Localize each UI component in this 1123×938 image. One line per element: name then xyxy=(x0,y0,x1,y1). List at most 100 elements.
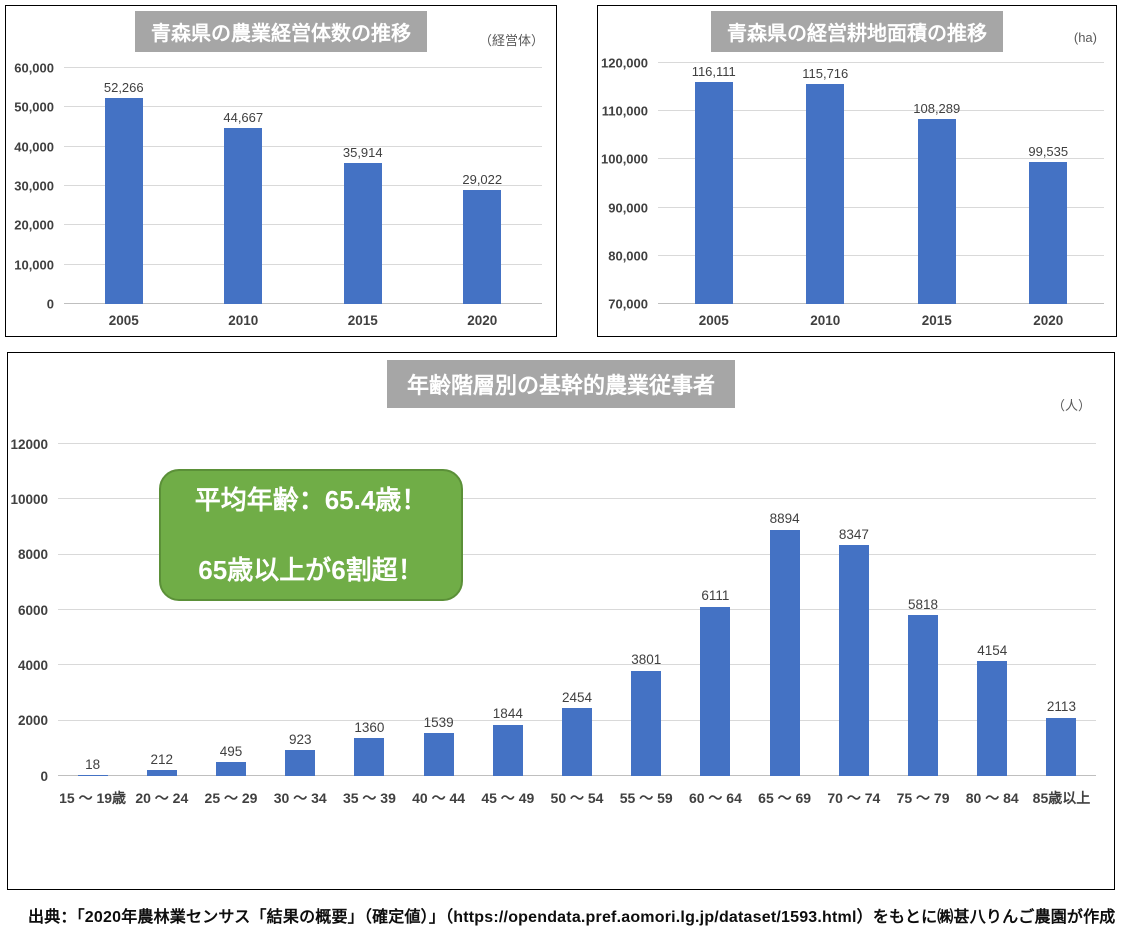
bar-slot: 115,716 xyxy=(770,63,882,304)
y-tick-label: 30,000 xyxy=(14,178,54,194)
bar-slot: 5818 xyxy=(888,444,957,776)
unit-label: （経営体） xyxy=(478,33,544,48)
bar xyxy=(104,98,143,304)
bar-value-label: 495 xyxy=(219,743,243,759)
bar-slot: 1539 xyxy=(404,444,473,776)
gridline xyxy=(64,224,542,226)
gridline xyxy=(58,664,1096,666)
gridline xyxy=(58,498,1096,500)
x-category-label: 25 〜 29 xyxy=(204,790,258,807)
y-tick-label: 4000 xyxy=(17,657,48,673)
plot-area: 0 2000 4000 6000 8000 10000 12000 18 212 495 923 13… xyxy=(10,437,1096,782)
x-category-label: 75 〜 79 xyxy=(896,790,950,807)
chart-panel-cultivated-area: 青森県の経営耕地面積の推移 (ha) 70,000 80,000 90,000 100… xyxy=(597,5,1117,337)
y-tick-label: 70,000 xyxy=(608,296,648,312)
x-category-label: 2015 xyxy=(347,312,378,328)
x-category-label: 2020 xyxy=(1033,312,1064,328)
average-age-callout: 平均年齢：65.4歳！ 65歳以上が6割超！ xyxy=(159,469,463,601)
bars: 116,111 115,716 108,289 99,535 xyxy=(658,63,1104,304)
x-axis-line xyxy=(658,303,1104,304)
bar-value-label: 44,667 xyxy=(223,110,264,126)
x-category-label: 2005 xyxy=(108,312,139,328)
x-category-label: 2020 xyxy=(467,312,498,328)
y-tick-label: 80,000 xyxy=(608,248,648,264)
gridline xyxy=(658,62,1104,63)
bar-slot: 29,022 xyxy=(423,68,543,304)
x-category-label: 55 〜 59 xyxy=(619,790,673,807)
y-tick-label: 60,000 xyxy=(14,60,54,76)
x-category-label: 60 〜 64 xyxy=(688,790,742,807)
y-tick-label: 8000 xyxy=(17,546,48,562)
bar-slot: 35,914 xyxy=(303,68,423,304)
gridline xyxy=(658,206,1104,208)
bar-slot: 6111 xyxy=(681,444,750,776)
gridline xyxy=(64,106,542,108)
gridline xyxy=(64,145,542,147)
bar xyxy=(463,189,502,304)
bar-value-label: 923 xyxy=(288,731,312,747)
bar-value-label: 1360 xyxy=(354,719,385,735)
bar xyxy=(146,770,177,776)
y-tick-label: 90,000 xyxy=(608,200,648,216)
gridline xyxy=(64,185,542,186)
bar-slot: 1844 xyxy=(473,444,542,776)
bar-slot: 44,667 xyxy=(184,68,304,304)
x-category-label: 40 〜 44 xyxy=(412,790,466,807)
chart-title: 青森県の経営耕地面積の推移 xyxy=(711,11,1003,52)
y-tick-label: 6000 xyxy=(17,602,48,618)
callout-line-over-65: 65歳以上が6割超！ xyxy=(198,555,424,585)
bar-slot: 923 xyxy=(266,444,335,776)
x-axis-labels: 15 〜 19歳 20 〜 24 25 〜 29 30 〜 34 35 〜 39 40 〜… xyxy=(58,790,1096,807)
bar xyxy=(354,738,385,776)
y-tick-label: 40,000 xyxy=(14,139,54,155)
x-category-label: 15 〜 19歳 xyxy=(59,790,127,807)
bar xyxy=(769,529,800,776)
y-tick-label: 110,000 xyxy=(601,103,648,119)
bar-value-label: 4154 xyxy=(977,642,1008,658)
bar-value-label: 115,716 xyxy=(802,65,849,81)
x-category-label: 2015 xyxy=(921,312,952,328)
x-axis-labels: 2005 2010 2015 2020 xyxy=(658,313,1104,329)
x-category-label: 2010 xyxy=(228,312,259,328)
bar xyxy=(694,81,733,304)
bars: 52,266 44,667 35,914 29,022 xyxy=(64,68,542,304)
bar xyxy=(1029,161,1068,304)
gridline xyxy=(658,254,1104,256)
bar xyxy=(285,750,316,776)
y-tick-label: 20,000 xyxy=(14,217,54,233)
bar xyxy=(631,670,662,776)
bar xyxy=(977,661,1008,776)
bar-value-label: 8347 xyxy=(838,526,869,542)
bar-slot: 108,289 xyxy=(881,63,993,304)
bar-value-label: 2113 xyxy=(1046,699,1076,715)
gridline xyxy=(64,263,542,265)
bar-value-label: 18 xyxy=(85,756,101,772)
bar-slot: 3801 xyxy=(612,444,681,776)
x-axis-labels: 2005 2010 2015 2020 xyxy=(64,313,542,329)
y-tick-label: 0 xyxy=(46,296,54,312)
x-category-label: 45 〜 49 xyxy=(481,790,535,807)
bar-value-label: 3801 xyxy=(631,652,662,668)
bar-slot: 52,266 xyxy=(64,68,184,304)
y-tick-label: 12000 xyxy=(10,436,48,452)
bars: 18 212 495 923 1360 1539 1844 2454 3801 6111 8894 8… xyxy=(58,444,1096,776)
bar-slot: 116,111 xyxy=(658,63,770,304)
x-category-label: 2005 xyxy=(698,312,729,328)
bar-value-label: 6111 xyxy=(701,588,730,604)
bar xyxy=(1046,717,1077,776)
bar-slot: 4154 xyxy=(958,444,1027,776)
bar-slot: 18 xyxy=(58,444,127,776)
bar-slot: 2454 xyxy=(542,444,611,776)
y-tick-label: 50,000 xyxy=(14,99,54,115)
plot-area: 70,000 80,000 90,000 100,000 110,000 120,000 1… xyxy=(601,57,1104,311)
x-category-label: 50 〜 54 xyxy=(550,790,604,807)
gridline xyxy=(58,553,1096,555)
bar xyxy=(562,708,593,776)
bar xyxy=(423,733,454,776)
x-category-label: 35 〜 39 xyxy=(342,790,396,807)
x-category-label: 20 〜 24 xyxy=(135,790,189,807)
x-category-label: 30 〜 34 xyxy=(273,790,327,807)
bar-value-label: 108,289 xyxy=(913,101,961,117)
x-category-label: 70 〜 74 xyxy=(827,790,881,807)
